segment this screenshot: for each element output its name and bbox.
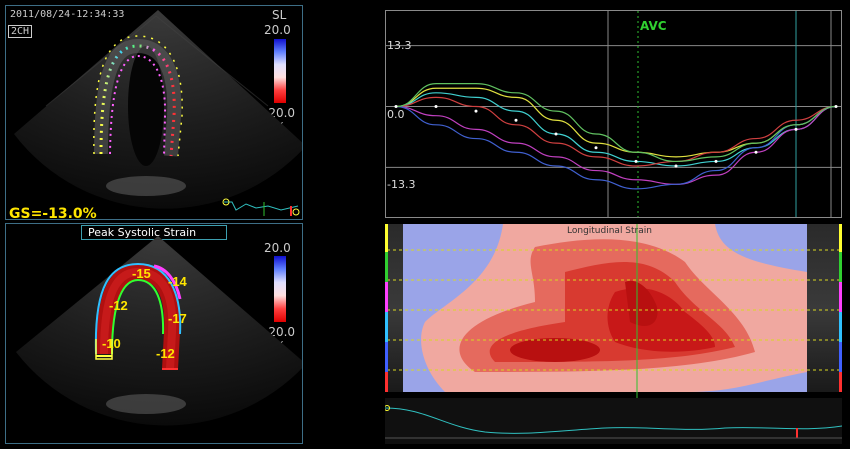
- average-strain-point: [794, 127, 798, 131]
- average-strain-point: [514, 118, 518, 122]
- longitudinal-strain-map: Longitudinal Strain: [385, 222, 842, 444]
- timestamp-label: 2011/08/24-12:34:33: [10, 9, 125, 20]
- average-strain-point: [634, 159, 638, 163]
- color-scale-bar: [274, 39, 286, 103]
- y-tick-label: -13.3: [387, 178, 416, 191]
- segment-label: -12: [156, 346, 175, 361]
- global-strain-label: GS=-13.0%: [9, 206, 97, 220]
- segment-label: -14: [168, 274, 188, 289]
- scale-max-label: 20.0: [264, 23, 291, 37]
- bullseye-segment-map: -15 -14 -12 -17 -10 -12: [16, 236, 302, 426]
- average-strain-point: [394, 105, 398, 109]
- peak-systolic-strain-panel: Peak Systolic Strain 20.0 -20.0 % -15 -1…: [5, 223, 303, 444]
- strain-heatmap: [385, 222, 842, 444]
- average-strain-point: [594, 146, 598, 150]
- average-strain-point: [674, 164, 678, 168]
- strain-curves-chart: AVC 13.3 0.0 -13.3: [385, 10, 842, 218]
- heatmap-title: Longitudinal Strain: [567, 226, 652, 236]
- y-tick-label: 13.3: [387, 39, 412, 52]
- segment-label: -17: [168, 311, 187, 326]
- strain-curve-plot: [386, 11, 841, 217]
- segment-strain-curve: [395, 96, 837, 167]
- avc-event-label: AVC: [640, 19, 667, 33]
- scale-max-label: 20.0: [264, 241, 291, 255]
- segment-label: -10: [102, 336, 121, 351]
- y-tick-label: 0.0: [387, 108, 405, 121]
- average-strain-point: [434, 105, 438, 109]
- average-strain-point: [714, 159, 718, 163]
- view-label: 2CH: [8, 25, 33, 38]
- average-strain-point: [754, 150, 758, 154]
- segment-strain-curve: [395, 105, 837, 190]
- segment-label: -15: [132, 266, 151, 281]
- segment-strain-curve: [395, 83, 837, 163]
- average-strain-point: [554, 132, 558, 136]
- echo-2d-tracking-panel: 2011/08/24-12:34:33 2CH SL 20.0 -20.0 %: [5, 5, 303, 220]
- segment-strain-curve: [395, 105, 837, 185]
- average-strain-point: [474, 109, 478, 113]
- echo-sector-image: [14, 10, 302, 216]
- mode-label: SL: [272, 8, 287, 22]
- average-strain-point: [834, 105, 838, 109]
- segment-label: -12: [109, 298, 128, 313]
- color-scale-bar: [274, 256, 286, 322]
